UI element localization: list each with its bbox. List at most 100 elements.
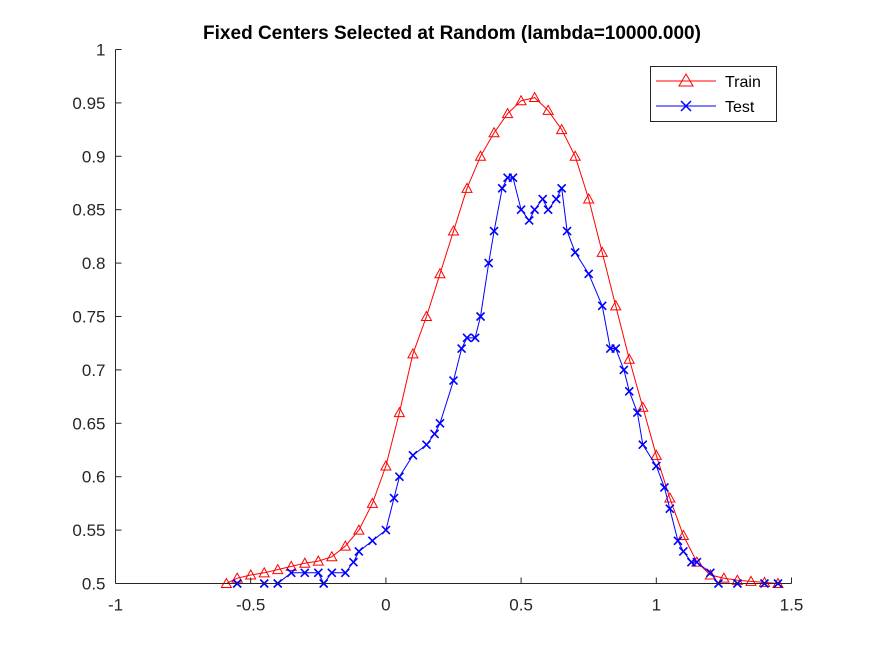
point-test-38 <box>584 269 594 279</box>
point-test-34 <box>551 194 561 204</box>
point-test-46 <box>651 461 661 471</box>
point-test-35 <box>557 183 567 193</box>
point-test-5 <box>313 568 323 578</box>
point-test-20 <box>457 343 467 354</box>
point-train-39 <box>745 575 757 586</box>
series-test <box>232 173 783 589</box>
point-test-33 <box>543 205 553 215</box>
legend-train-marker <box>678 73 694 87</box>
point-train-5 <box>285 560 298 571</box>
point-test-49 <box>673 536 683 546</box>
point-test-29 <box>516 205 526 215</box>
point-test-32 <box>538 194 548 204</box>
point-train-13 <box>393 406 406 418</box>
x-tick-label: 0.5 <box>509 596 533 615</box>
point-test-42 <box>619 365 629 375</box>
point-test-50 <box>678 546 688 557</box>
point-test-26 <box>497 183 507 193</box>
point-test-13 <box>389 493 399 503</box>
point-train-23 <box>528 91 541 103</box>
point-train-31 <box>636 401 649 412</box>
y-tick-label: 0.85 <box>72 201 105 220</box>
point-train-29 <box>609 299 622 311</box>
y-tick-label: 1 <box>96 41 105 60</box>
point-test-8 <box>340 568 350 578</box>
point-train-25 <box>555 123 568 135</box>
point-train-11 <box>366 497 379 508</box>
point-test-17 <box>430 429 440 439</box>
point-train-16 <box>434 267 446 279</box>
point-test-23 <box>475 311 486 322</box>
point-train-19 <box>474 150 487 161</box>
point-train-15 <box>420 310 433 321</box>
point-train-10 <box>353 524 365 535</box>
point-test-18 <box>435 418 445 428</box>
point-test-4 <box>300 568 310 578</box>
point-train-30 <box>623 353 636 364</box>
point-test-14 <box>394 472 404 482</box>
x-tick-label: -0.5 <box>236 596 265 615</box>
series-layer <box>220 91 784 589</box>
point-train-9 <box>339 540 352 551</box>
x-tick-label: -1 <box>108 596 123 615</box>
plot-area <box>115 49 792 584</box>
point-test-48 <box>665 504 675 514</box>
point-test-53 <box>705 568 715 578</box>
point-train-26 <box>569 150 582 161</box>
point-test-11 <box>367 536 377 546</box>
point-train-28 <box>596 246 609 257</box>
y-tick-label: 0.5 <box>82 575 106 594</box>
point-test-43 <box>624 386 634 396</box>
point-test-39 <box>597 301 607 311</box>
point-test-47 <box>659 482 669 492</box>
point-train-34 <box>677 529 690 540</box>
point-train-32 <box>650 449 663 460</box>
axes-layer: -1 -0.5 0 0.5 1 1.5 0.5 0.55 0.6 0.65 0.7 0.75 0.8 0.… <box>72 41 803 615</box>
x-tick-label: 1 <box>652 596 661 615</box>
point-test-44 <box>632 408 642 418</box>
y-tick-label: 0.55 <box>72 521 105 540</box>
point-train-7 <box>312 555 325 566</box>
point-test-16 <box>421 440 432 450</box>
point-test-3 <box>286 568 296 578</box>
y-tick-label: 0.8 <box>82 254 106 273</box>
y-tick-label: 0.7 <box>82 361 106 380</box>
point-test-19 <box>448 376 459 386</box>
point-test-30 <box>524 215 534 225</box>
y-tick-label: 0.95 <box>72 94 105 113</box>
legend-test-label: Test <box>725 99 755 116</box>
point-train-21 <box>501 107 514 119</box>
point-test-36 <box>562 226 572 236</box>
point-train-3 <box>258 566 271 578</box>
point-train-6 <box>298 557 311 568</box>
point-train-8 <box>325 550 338 562</box>
y-tick-label: 0.75 <box>72 308 105 327</box>
point-train-4 <box>271 563 284 575</box>
point-train-17 <box>447 225 460 236</box>
point-test-52 <box>692 557 702 567</box>
y-tick-label: 0.6 <box>82 468 106 487</box>
legend-train-label: Train <box>725 74 761 91</box>
point-test-10 <box>354 546 364 557</box>
point-train-12 <box>380 459 392 471</box>
point-train-1 <box>231 572 244 583</box>
point-train-14 <box>407 347 419 359</box>
y-tick-label: 0.65 <box>72 414 105 433</box>
point-train-24 <box>542 104 554 115</box>
point-train-18 <box>461 182 473 193</box>
point-test-9 <box>348 557 359 567</box>
point-train-20 <box>488 126 500 138</box>
series-line-test <box>237 177 778 585</box>
y-tick-label: 0.9 <box>82 147 106 166</box>
point-test-15 <box>408 450 418 460</box>
chart-title: Fixed Centers Selected at Random (lambda… <box>203 23 701 44</box>
point-test-22 <box>470 333 480 343</box>
x-tick-label: 1.5 <box>780 596 804 615</box>
point-train-22 <box>515 94 527 106</box>
series-train <box>220 91 784 588</box>
point-test-24 <box>484 258 494 268</box>
point-test-45 <box>638 440 648 450</box>
x-tick-label: 0 <box>381 596 390 615</box>
point-train-37 <box>718 572 730 583</box>
